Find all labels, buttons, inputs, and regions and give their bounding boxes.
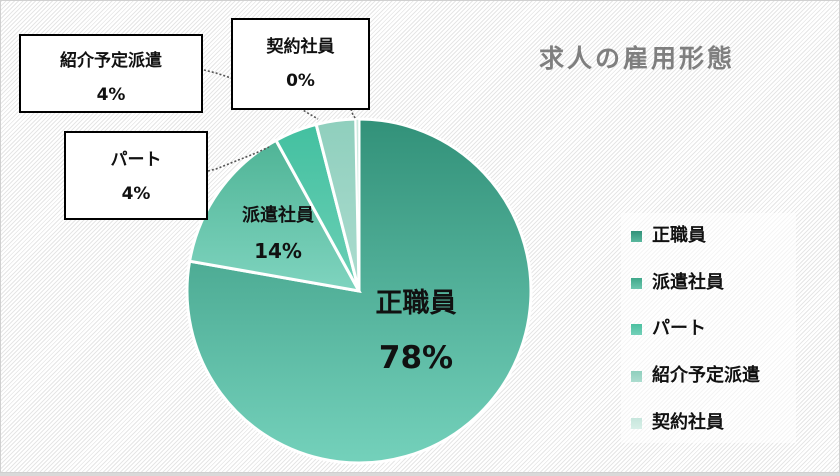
- slice-haken[interactable]: [187, 138, 362, 294]
- label-percent: 4%: [121, 184, 151, 204]
- legend-swatch-icon: [631, 323, 642, 335]
- label-percent: 78%: [378, 340, 454, 376]
- label-seishokuin: 正職員 78%: [351, 281, 481, 376]
- slice-keiyaku[interactable]: [354, 118, 360, 292]
- label-haken: 派遣社員 14%: [223, 201, 333, 263]
- legend-label: 正職員: [652, 225, 706, 246]
- label-name: パート: [110, 150, 162, 170]
- chart-title: 求人の雇用形態: [539, 44, 736, 73]
- label-name: 派遣社員: [242, 205, 314, 226]
- legend-item[interactable]: 派遣社員: [631, 268, 724, 294]
- legend-label: 紹介予定派遣: [652, 365, 760, 386]
- label-percent: 14%: [254, 239, 302, 263]
- slice-seishokuin[interactable]: [185, 117, 533, 465]
- label-percent: 4%: [96, 85, 126, 105]
- legend-swatch-icon: [631, 370, 642, 382]
- callout-part: パート 4%: [64, 131, 208, 220]
- label-percent: 0%: [286, 71, 315, 91]
- legend-swatch-icon: [631, 230, 642, 242]
- legend-label: 派遣社員: [652, 272, 724, 293]
- callout-keiyaku: 契約社員 0%: [231, 18, 370, 110]
- legend-label: パート: [652, 318, 706, 339]
- leader-line-keiyaku: [350, 108, 357, 120]
- legend: 正職員 派遣社員 パート 紹介予定派遣 契約社員: [621, 213, 796, 443]
- leader-line-part: [207, 146, 270, 172]
- legend-item[interactable]: 正職員: [631, 221, 706, 247]
- legend-label: 契約社員: [652, 412, 724, 433]
- label-name: 紹介予定派遣: [60, 51, 162, 71]
- label-name: 契約社員: [266, 37, 335, 57]
- callout-shokai: 紹介予定派遣 4%: [19, 34, 203, 113]
- legend-item[interactable]: 契約社員: [631, 408, 724, 434]
- legend-item[interactable]: 紹介予定派遣: [631, 361, 760, 387]
- legend-swatch-icon: [631, 417, 642, 429]
- legend-swatch-icon: [631, 277, 642, 289]
- legend-item[interactable]: パート: [631, 314, 706, 340]
- label-name: 正職員: [375, 288, 457, 319]
